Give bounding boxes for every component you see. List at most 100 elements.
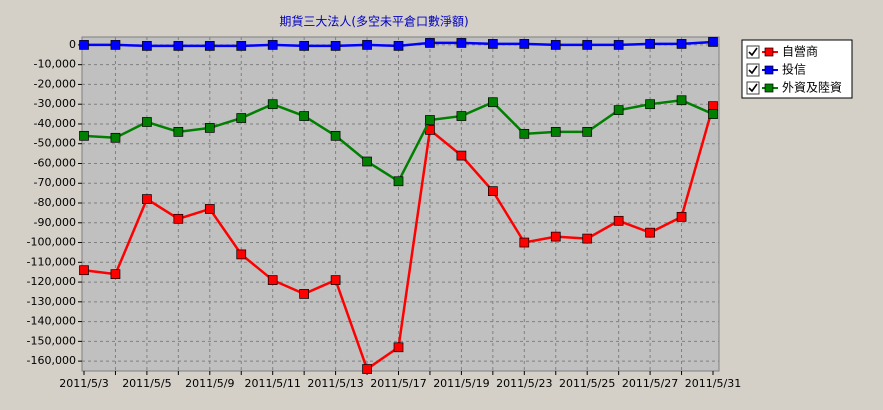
data-point — [613, 40, 624, 50]
data-point — [299, 289, 309, 299]
data-point — [79, 130, 89, 141]
x-tick-label: 2011/5/19 — [433, 377, 489, 390]
y-tick-label: -100,000 — [27, 236, 76, 249]
data-point — [425, 38, 435, 48]
y-tick-label: -50,000 — [34, 137, 76, 150]
data-point — [645, 39, 655, 49]
data-point — [582, 40, 593, 50]
y-tick-label: -160,000 — [27, 354, 76, 367]
data-point — [456, 150, 467, 161]
data-point — [173, 127, 184, 137]
legend-check — [748, 65, 758, 75]
data-point — [142, 117, 152, 127]
data-point — [708, 109, 718, 119]
y-tick-label: 0 — [69, 38, 76, 51]
data-point — [110, 40, 121, 50]
y-tick-label: -130,000 — [27, 295, 76, 308]
legend-check — [748, 47, 758, 57]
data-point — [142, 41, 152, 51]
legend-label: 投信 — [782, 62, 806, 77]
data-point — [645, 227, 655, 238]
legend-marker — [764, 65, 774, 75]
y-tick-label: -140,000 — [27, 315, 76, 328]
data-point — [456, 38, 467, 48]
y-tick-label: -150,000 — [27, 334, 76, 347]
data-point — [204, 41, 215, 51]
x-tick-label: 2011/5/27 — [622, 377, 678, 390]
data-point — [676, 211, 687, 222]
x-tick-label: 2011/5/17 — [370, 377, 426, 390]
x-tick-label: 2011/5/31 — [685, 377, 741, 390]
data-point — [142, 194, 152, 204]
data-point — [708, 37, 718, 47]
data-point — [393, 41, 404, 51]
chart-title: 期貨三大法人(多空未平倉口數淨額) — [279, 14, 468, 29]
x-tick-label: 2011/5/5 — [122, 377, 171, 390]
data-point — [519, 39, 530, 49]
data-point — [236, 113, 247, 123]
data-point — [267, 275, 278, 285]
data-point — [362, 156, 372, 167]
data-point — [550, 127, 561, 137]
data-point — [204, 123, 215, 133]
data-point — [204, 204, 215, 214]
x-tick-label: 2011/5/3 — [59, 377, 108, 390]
data-point — [676, 39, 687, 49]
y-tick-label: -120,000 — [27, 275, 76, 288]
data-point — [173, 41, 184, 51]
x-tick-label: 2011/5/25 — [559, 377, 615, 390]
legend-check — [748, 83, 758, 93]
data-point — [79, 265, 89, 276]
data-point — [110, 269, 121, 280]
data-point — [299, 41, 309, 51]
y-tick-label: -90,000 — [34, 216, 76, 229]
data-point — [330, 130, 341, 141]
legend — [741, 39, 853, 99]
data-point — [362, 40, 372, 50]
plot-area — [81, 36, 720, 372]
y-tick-label: -60,000 — [34, 156, 76, 169]
data-point — [645, 99, 655, 110]
legend-label: 外資及陸資 — [782, 81, 842, 95]
y-tick-label: -80,000 — [34, 196, 76, 209]
legend-checkbox[interactable] — [746, 81, 760, 95]
x-tick-label: 2011/5/23 — [496, 377, 552, 390]
data-point — [330, 41, 341, 51]
y-tick-label: -20,000 — [34, 77, 76, 90]
data-point — [362, 364, 372, 374]
data-point — [299, 111, 309, 121]
y-tick-label: -40,000 — [34, 117, 76, 130]
data-point — [393, 176, 404, 187]
data-point — [613, 215, 624, 226]
data-point — [425, 115, 435, 125]
x-tick-label: 2011/5/9 — [185, 377, 234, 390]
legend-label: 自營商 — [782, 44, 818, 59]
legend-marker — [764, 83, 774, 93]
legend-checkbox[interactable] — [746, 63, 760, 77]
y-tick-label: -10,000 — [34, 58, 76, 71]
x-tick-label: 2011/5/11 — [244, 377, 300, 390]
data-point — [519, 128, 530, 139]
data-point — [236, 41, 247, 51]
data-point — [488, 39, 498, 49]
data-point — [550, 231, 561, 242]
data-point — [676, 95, 687, 106]
data-point — [110, 132, 121, 143]
data-point — [582, 127, 593, 137]
data-point — [456, 111, 467, 121]
data-point — [267, 99, 278, 110]
data-point — [236, 249, 247, 260]
y-tick-label: -70,000 — [34, 176, 76, 189]
data-point — [613, 105, 624, 115]
legend-marker — [764, 47, 774, 57]
data-point — [79, 40, 89, 50]
data-point — [393, 342, 404, 353]
data-point — [582, 233, 593, 244]
legend-checkbox[interactable] — [746, 45, 760, 59]
y-tick-label: -110,000 — [27, 255, 76, 268]
x-tick-label: 2011/5/13 — [307, 377, 363, 390]
data-point — [330, 275, 341, 285]
data-point — [519, 237, 530, 248]
y-tick-label: -30,000 — [34, 97, 76, 110]
